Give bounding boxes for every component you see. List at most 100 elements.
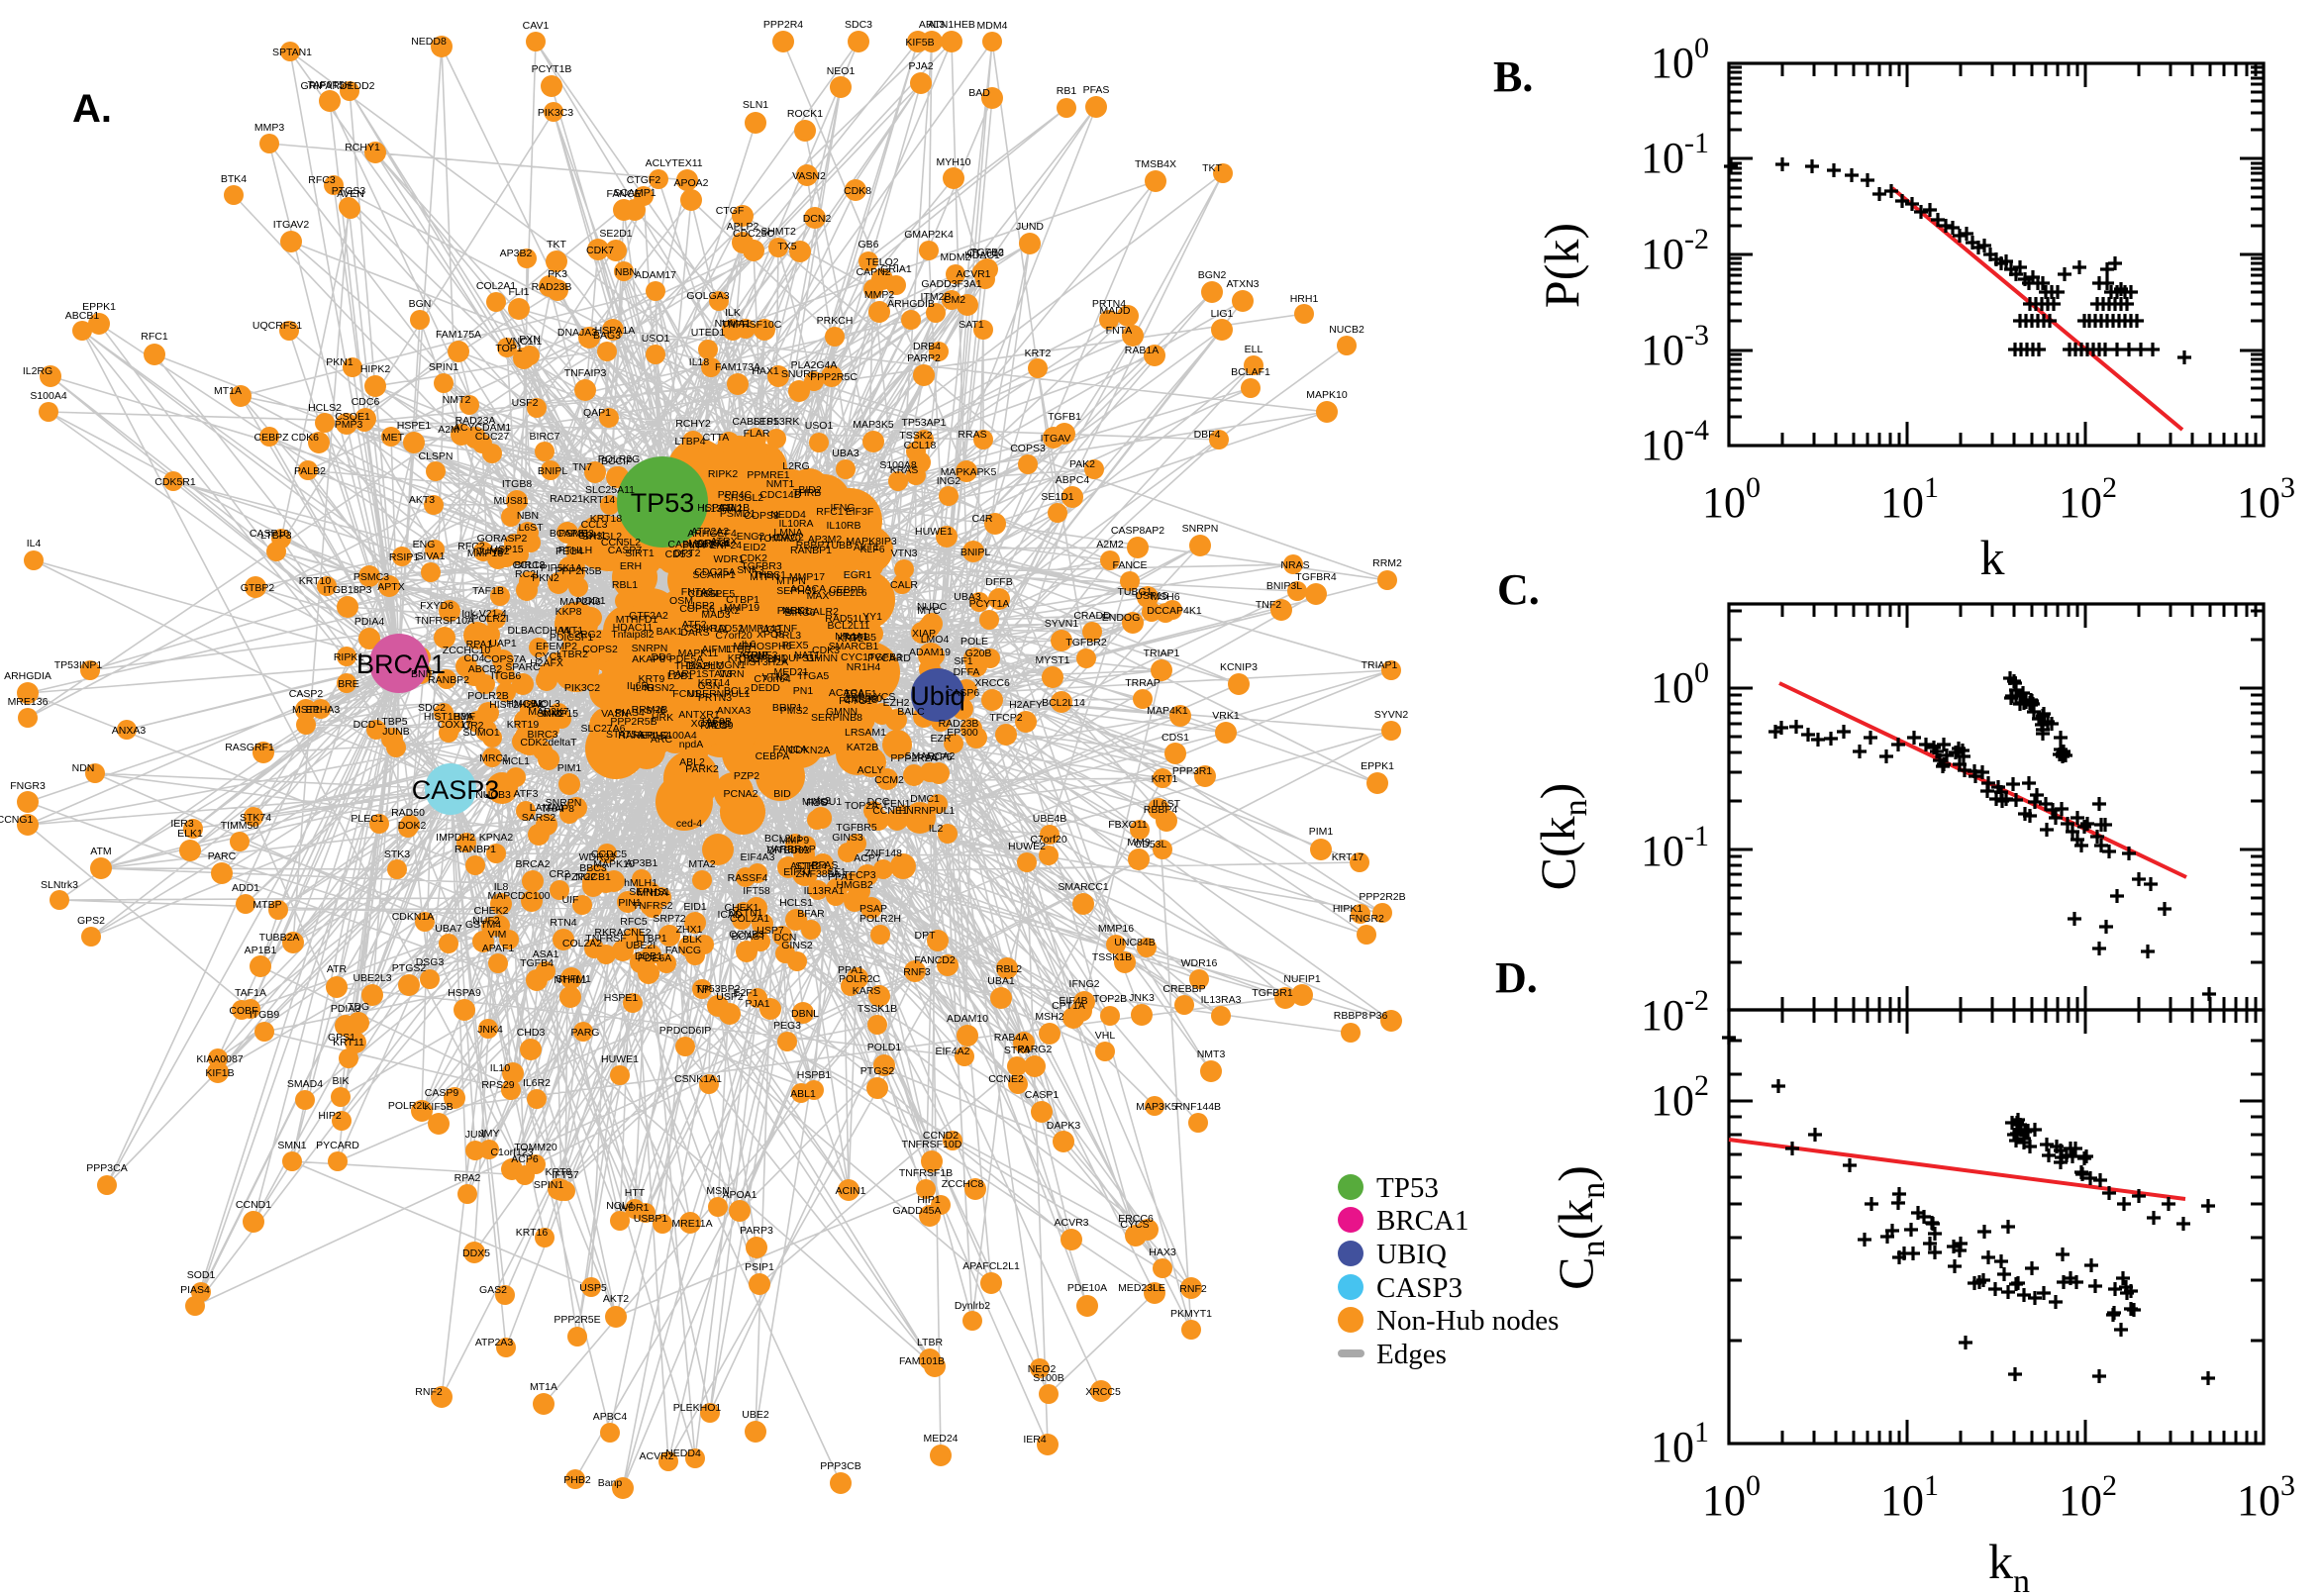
svg-text:Igk-V21-4: Igk-V21-4 <box>461 608 507 620</box>
svg-text:CDK7: CDK7 <box>586 245 614 256</box>
svg-text:ZNF350: ZNF350 <box>845 693 882 705</box>
svg-text:RAREP1S100A4: RAREP1S100A4 <box>618 730 697 742</box>
svg-text:MTA2: MTA2 <box>688 858 715 870</box>
svg-text:PSME3: PSME3 <box>558 528 594 540</box>
svg-text:KRT1: KRT1 <box>1152 773 1178 785</box>
svg-text:SHFM1: SHFM1 <box>556 973 591 985</box>
svg-text:ITGB18P3: ITGB18P3 <box>323 584 371 596</box>
svg-text:GMAP2K4: GMAP2K4 <box>904 229 954 241</box>
svg-text:MAP2K7: MAP2K7 <box>528 706 569 718</box>
svg-text:TKT: TKT <box>1202 162 1222 174</box>
svg-text:JUNB: JUNB <box>382 726 409 738</box>
svg-text:B.: B. <box>1493 52 1533 101</box>
svg-text:CASP7: CASP7 <box>608 545 643 556</box>
svg-text:SEPHS1: SEPHS1 <box>776 585 818 597</box>
svg-text:DNAJA3: DNAJA3 <box>557 327 597 339</box>
svg-text:IFNG2: IFNG2 <box>1069 978 1100 990</box>
svg-text:CAPN2: CAPN2 <box>856 266 890 278</box>
svg-text:PPP2R2B: PPP2R2B <box>1359 891 1405 903</box>
svg-text:RNF2: RNF2 <box>1179 1283 1207 1295</box>
svg-text:DFFA: DFFA <box>954 666 980 678</box>
svg-text:KRT11: KRT11 <box>333 1037 364 1048</box>
svg-text:HTT: HTT <box>625 1187 646 1199</box>
svg-text:PPP4C: PPP4C <box>718 489 753 501</box>
svg-text:GPS1: GPS1 <box>328 1032 355 1044</box>
svg-text:BMF: BMF <box>454 711 475 723</box>
svg-text:AP3B1: AP3B1 <box>626 857 658 869</box>
svg-text:KKP8: KKP8 <box>556 606 582 618</box>
svg-text:SDC3: SDC3 <box>845 19 872 31</box>
svg-text:SPIN1: SPIN1 <box>534 1179 564 1191</box>
svg-text:UBIQ: UBIQ <box>1376 1239 1447 1270</box>
svg-text:ZNF385A: ZNF385A <box>796 868 841 880</box>
svg-text:BTK4: BTK4 <box>221 173 247 185</box>
svg-text:DPT: DPT <box>915 930 937 942</box>
svg-text:MAX: MAX <box>807 590 830 602</box>
svg-text:CDK2: CDK2 <box>740 552 767 564</box>
svg-text:CDK8: CDK8 <box>844 185 871 197</box>
svg-text:CDKN2A: CDKN2A <box>788 745 831 756</box>
svg-text:DFFB: DFFB <box>985 576 1012 588</box>
svg-text:MSH2: MSH2 <box>1035 1011 1063 1023</box>
svg-text:CDK6: CDK6 <box>291 432 319 444</box>
svg-text:RAB1A: RAB1A <box>1125 345 1159 356</box>
svg-text:HUWE1: HUWE1 <box>915 526 953 538</box>
svg-text:EPPK1: EPPK1 <box>82 301 116 313</box>
svg-text:KRT14: KRT14 <box>583 494 616 506</box>
svg-text:FNGR2: FNGR2 <box>1349 913 1384 925</box>
svg-text:RC2I: RC2I <box>515 568 539 580</box>
svg-text:TNF: TNF <box>777 623 797 635</box>
svg-text:TNFRSF: TNFRSF <box>585 933 626 945</box>
svg-text:HIP2: HIP2 <box>318 1110 342 1122</box>
svg-text:COPS7A: COPS7A <box>484 653 527 665</box>
svg-text:ATXN3: ATXN3 <box>1226 278 1259 290</box>
svg-text:IL6R2: IL6R2 <box>523 1077 551 1089</box>
svg-text:MMP19: MMP19 <box>724 602 759 614</box>
svg-text:RANBP1: RANBP1 <box>790 545 832 556</box>
svg-text:PTGS2: PTGS2 <box>392 962 427 974</box>
svg-text:KAT2B: KAT2B <box>847 742 878 753</box>
svg-text:XRCC5: XRCC5 <box>1085 1386 1121 1398</box>
svg-text:ZNF24: ZNF24 <box>710 540 742 551</box>
svg-text:PEX5: PEX5 <box>782 640 809 651</box>
svg-text:AP3M2: AP3M2 <box>808 534 843 546</box>
svg-text:ZCCHC8: ZCCHC8 <box>942 1178 984 1190</box>
svg-text:TP53INP1: TP53INP1 <box>54 659 103 671</box>
svg-text:MPHOSPH6: MPHOSPH6 <box>734 641 792 652</box>
svg-text:C(kn): C(kn) <box>1530 783 1594 891</box>
svg-text:ACP7: ACP7 <box>854 852 881 864</box>
svg-text:DIABLO: DIABLO <box>686 660 725 672</box>
svg-text:CYC1: CYC1 <box>841 651 868 663</box>
svg-text:BRCA1: BRCA1 <box>1376 1205 1468 1237</box>
svg-text:CR2: CR2 <box>462 720 483 732</box>
svg-text:CCDC5: CCDC5 <box>591 848 627 860</box>
svg-text:SYVN1: SYVN1 <box>1045 618 1079 630</box>
svg-text:AP3B2: AP3B2 <box>500 248 533 259</box>
svg-text:NOL3: NOL3 <box>533 698 560 710</box>
svg-text:USO1: USO1 <box>642 333 670 345</box>
svg-text:DCN: DCN <box>774 932 797 944</box>
svg-text:NR4A1: NR4A1 <box>835 631 868 643</box>
svg-text:PCYT1B: PCYT1B <box>532 63 572 75</box>
svg-text:CASP10: CASP10 <box>250 528 289 540</box>
svg-text:PARP1: PARP1 <box>668 668 702 680</box>
svg-text:ENG: ENG <box>413 539 436 550</box>
svg-text:SIVA1: SIVA1 <box>417 550 446 562</box>
svg-text:CASP6: CASP6 <box>946 687 980 699</box>
svg-text:SNRPN: SNRPN <box>546 797 582 809</box>
svg-text:NBN: NBN <box>615 266 637 278</box>
svg-text:CCL3: CCL3 <box>581 519 608 531</box>
svg-text:PPP2R5C: PPP2R5C <box>810 371 858 383</box>
svg-text:MAPKAPK5: MAPKAPK5 <box>941 466 997 478</box>
svg-text:CSQE1: CSQE1 <box>335 411 370 423</box>
svg-text:PTHLH: PTHLH <box>558 545 592 556</box>
svg-text:LTBR: LTBR <box>726 644 752 655</box>
svg-text:FLI1: FLI1 <box>508 286 529 298</box>
svg-text:BCL2L14: BCL2L14 <box>1042 697 1085 709</box>
svg-text:POLD1: POLD1 <box>867 1042 902 1053</box>
svg-text:RPA2: RPA2 <box>454 1172 481 1184</box>
svg-text:HDAC1: HDAC1 <box>964 249 1000 261</box>
svg-text:UBE2: UBE2 <box>742 1409 769 1421</box>
svg-text:EIF3J: EIF3J <box>783 866 810 878</box>
svg-text:CHEK2: CHEK2 <box>473 905 508 917</box>
